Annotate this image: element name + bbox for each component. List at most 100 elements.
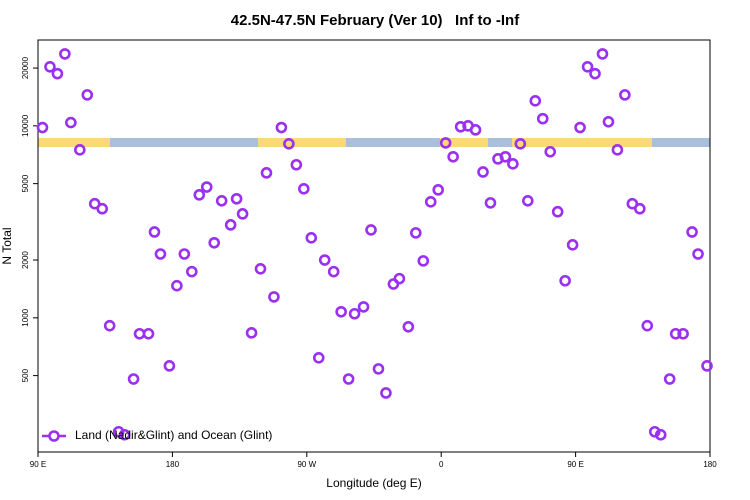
y-axis-label: N Total [0, 227, 14, 264]
data-point [275, 121, 288, 134]
data-point [663, 373, 676, 385]
data-point [544, 145, 557, 158]
data-point [514, 138, 527, 150]
data-point [312, 352, 325, 364]
data-point [208, 236, 221, 249]
data-point [417, 255, 430, 267]
data-point [701, 360, 713, 372]
data-point [88, 197, 101, 210]
data-point [298, 182, 310, 195]
x-tick-label: 90 W [297, 460, 316, 469]
data-point [335, 305, 347, 318]
data-point [103, 319, 116, 332]
data-point [127, 373, 140, 385]
x-tick-label: 0 [439, 460, 444, 469]
data-point [142, 327, 155, 340]
data-point [581, 61, 594, 73]
data-point [447, 150, 459, 163]
legend-label: Land (Nadir&Glint) and Ocean (Glint) [75, 428, 272, 442]
data-point [186, 265, 198, 278]
data-point [59, 48, 71, 60]
data-point [224, 219, 237, 231]
data-point [574, 121, 586, 134]
data-point [96, 202, 109, 215]
data-point [171, 279, 183, 292]
data-point [154, 248, 167, 260]
data-point [536, 112, 549, 125]
surface-band [38, 138, 710, 147]
data-point [611, 144, 624, 156]
data-point [342, 373, 355, 385]
band-ocean [38, 138, 710, 147]
x-tick-label: 180 [703, 460, 717, 469]
data-point [44, 61, 56, 73]
y-tick-label: 10000 [21, 114, 30, 137]
y-tick-label: 5000 [21, 174, 30, 192]
band-land [38, 138, 110, 147]
data-point [634, 202, 646, 215]
band-land [440, 138, 488, 147]
data-point [454, 120, 467, 133]
x-tick-label: 180 [166, 460, 180, 469]
data-point [499, 150, 512, 163]
data-point [380, 387, 392, 399]
data-point [641, 319, 654, 332]
band-land [512, 138, 652, 147]
data-point [551, 205, 564, 218]
data-point [677, 327, 689, 340]
legend-marker [48, 430, 60, 442]
data-point [566, 239, 579, 251]
chart-title: 42.5N-47.5N February (Ver 10) Inf to -In… [231, 12, 520, 29]
data-point [193, 189, 206, 201]
data-point [626, 197, 639, 210]
data-point [365, 224, 377, 236]
data-point [36, 121, 49, 134]
data-point [686, 226, 698, 238]
data-point [348, 307, 361, 320]
data-point [602, 115, 615, 128]
data-point [81, 89, 94, 101]
x-axis-label: Longitude (deg E) [326, 476, 421, 490]
y-tick-label: 1000 [21, 308, 30, 326]
data-point [654, 428, 667, 441]
data-point [133, 327, 146, 340]
data-point [692, 248, 704, 260]
data-point [200, 181, 213, 193]
data-point [163, 360, 176, 372]
x-tick-label: 90 E [30, 460, 46, 469]
data-point [290, 158, 303, 171]
data-point [148, 226, 161, 238]
x-tick-label: 90 E [567, 460, 583, 469]
data-point [522, 194, 534, 207]
data-point [402, 320, 415, 333]
data-point [424, 196, 437, 208]
data-point [589, 67, 601, 80]
data-point [529, 95, 542, 107]
data-point [327, 265, 340, 278]
data-point [559, 274, 571, 287]
data-point [305, 232, 318, 244]
data-point [230, 192, 243, 205]
data-point [74, 144, 86, 156]
data-point [357, 301, 370, 313]
data-point [619, 89, 631, 101]
data-point [260, 167, 273, 179]
data-point [596, 48, 609, 60]
y-tick-label: 500 [21, 368, 30, 382]
data-point [245, 327, 258, 339]
data-point [236, 208, 249, 220]
data-point [484, 197, 497, 209]
y-tick-label: 2000 [21, 251, 30, 269]
data-point [65, 116, 77, 129]
data-point [318, 254, 331, 266]
data-point [393, 272, 406, 285]
data-point [254, 263, 267, 275]
data-point [215, 194, 228, 207]
plot-frame [37, 39, 711, 453]
data-point [283, 138, 295, 150]
data-point [51, 67, 64, 80]
data-point [178, 248, 191, 260]
data-point [372, 363, 385, 375]
data-point [118, 428, 131, 441]
